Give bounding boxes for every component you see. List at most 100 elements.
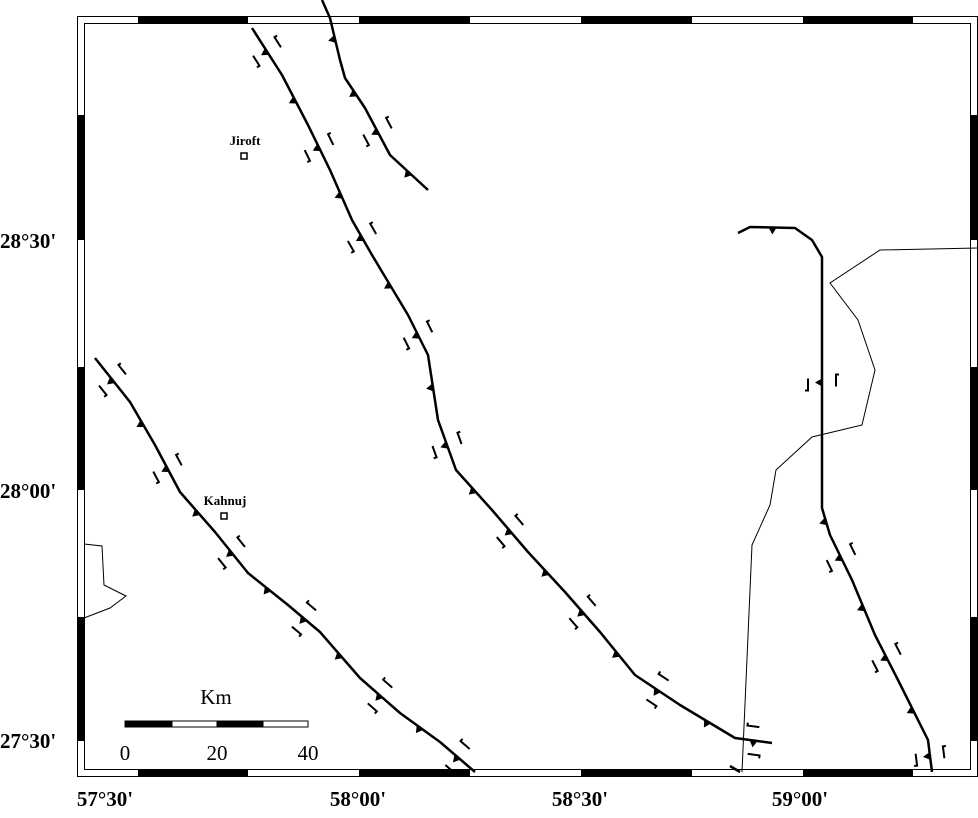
slip-arrow xyxy=(848,541,857,556)
thrust-triangle xyxy=(334,651,343,660)
thrust-triangle xyxy=(749,739,758,748)
thrust-triangle xyxy=(226,549,235,557)
x-tick-label: 58°00' xyxy=(330,787,386,811)
frame-bar xyxy=(359,770,470,776)
x-tick-label: 57°30' xyxy=(77,787,133,811)
thrust-triangle xyxy=(107,376,115,385)
slip-arrow xyxy=(362,134,371,148)
frame-bar xyxy=(359,17,470,23)
slip-arrow xyxy=(368,221,378,235)
slip-arrow xyxy=(835,373,839,387)
slip-arrow xyxy=(117,362,127,376)
thrust-triangle xyxy=(312,143,321,152)
border-line xyxy=(83,543,127,619)
thrust-triangle xyxy=(612,650,621,658)
slip-arrow xyxy=(431,445,438,460)
thrust-triangle xyxy=(426,383,434,392)
thrust-triangle xyxy=(452,754,461,763)
frame-ticks xyxy=(78,17,977,776)
thrust-triangle xyxy=(415,725,424,734)
fault xyxy=(729,764,741,774)
thrust-triangle xyxy=(349,89,358,97)
scale-segment xyxy=(216,720,264,728)
thrust-triangle xyxy=(504,527,513,536)
thrust-triangle xyxy=(703,719,711,728)
thrust-triangle xyxy=(768,227,777,235)
slip-arrow xyxy=(273,34,282,48)
place-marker xyxy=(240,152,248,160)
slip-arrow xyxy=(913,753,919,768)
thrust-triangle xyxy=(383,281,393,289)
scale-label: 0 xyxy=(120,741,131,765)
slip-arrow xyxy=(746,722,760,729)
slip-arrow xyxy=(459,738,471,750)
slip-arrow xyxy=(291,625,303,638)
y-tick-label: 28°00' xyxy=(0,479,56,503)
thrust-triangle xyxy=(815,378,822,387)
slip-arrow xyxy=(98,384,108,398)
borders xyxy=(83,247,978,773)
x-tick-label: 58°30' xyxy=(552,787,608,811)
border-line xyxy=(741,247,978,773)
thrust-triangle xyxy=(819,517,828,526)
place-label: Kahnuj xyxy=(204,493,247,508)
slip-arrow xyxy=(645,698,658,710)
frame-bar xyxy=(138,17,248,23)
place-marker xyxy=(220,512,228,520)
thrust-triangle xyxy=(161,464,170,473)
frame-bar xyxy=(78,617,84,741)
inner-frame xyxy=(84,23,971,770)
slip-arrow xyxy=(805,378,809,392)
slip-arrow xyxy=(384,115,393,129)
thrust-triangle xyxy=(371,127,380,136)
slip-arrow xyxy=(941,744,947,759)
slip-arrow xyxy=(367,702,379,715)
slip-arrow xyxy=(568,617,579,630)
slip-arrow xyxy=(326,131,335,146)
thrust-triangle xyxy=(411,331,420,339)
scale-bar xyxy=(124,720,309,728)
frame-bar xyxy=(78,115,84,240)
scale-label: 20 xyxy=(207,741,228,765)
scale-segment xyxy=(124,720,173,728)
thrust-triangle xyxy=(906,706,915,714)
frame-bar xyxy=(581,770,692,776)
slip-arrow xyxy=(657,670,670,682)
thrust-triangle xyxy=(299,615,308,624)
slip-arrow xyxy=(496,536,506,549)
thrust-triangle xyxy=(834,553,843,562)
y-tick-label: 28°30' xyxy=(0,229,56,253)
slip-arrow xyxy=(456,430,463,445)
slip-arrow xyxy=(402,337,411,351)
frame-bar xyxy=(138,770,248,776)
scale-segment xyxy=(262,720,309,728)
thrust-triangle xyxy=(263,586,272,595)
thrust-triangle xyxy=(355,234,364,241)
frame-bar xyxy=(78,367,84,490)
slip-arrow xyxy=(252,55,261,69)
x-tick-label: 59°00' xyxy=(772,787,828,811)
thrust-triangle xyxy=(288,96,297,104)
thrust-triangle xyxy=(261,48,270,56)
thrust-triangle xyxy=(923,752,931,760)
thrust-triangle xyxy=(375,692,384,701)
slip-arrow xyxy=(514,513,524,526)
scale-unit: Km xyxy=(200,685,232,709)
frame xyxy=(77,16,978,777)
thrust-triangle xyxy=(136,420,145,428)
frame-bar xyxy=(971,617,977,741)
slip-arrow xyxy=(425,319,434,333)
fault xyxy=(320,0,429,191)
slip-arrow xyxy=(871,659,880,674)
place-label: Jiroft xyxy=(230,133,261,148)
y-tick-label: 27°30' xyxy=(0,729,56,753)
thrust-triangle xyxy=(404,169,412,178)
thrust-triangle xyxy=(880,653,889,662)
thrust-triangle xyxy=(653,687,661,696)
slip-arrow xyxy=(217,557,228,571)
slip-arrow xyxy=(893,641,902,656)
thrust-triangle xyxy=(192,508,201,517)
scale-segment xyxy=(171,720,218,728)
thrust-triangle xyxy=(468,487,477,495)
